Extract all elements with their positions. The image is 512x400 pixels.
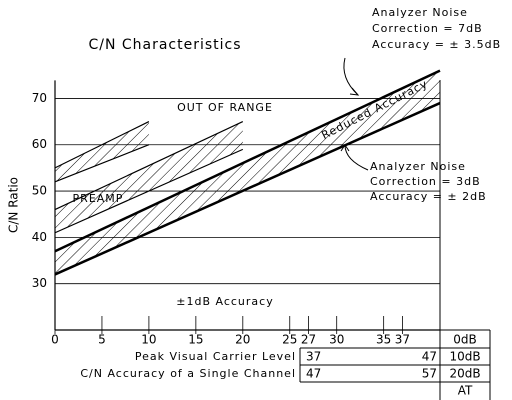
x-tick-label: 37 [395, 333, 410, 347]
arrow-head [349, 87, 360, 96]
x-tick-label: 10 [141, 333, 156, 347]
hatched-band [55, 121, 243, 233]
x-tick-label: 0 [51, 333, 59, 347]
y-tick-label: 70 [32, 91, 47, 105]
table: 0dB Peak Visual Carrier Level 37 47 10dB… [80, 80, 491, 400]
arrow-head [340, 144, 350, 152]
note: Analyzer Noise [370, 160, 466, 173]
note: Accuracy = ± 2dB [370, 190, 487, 203]
table-cell: 37 [306, 350, 321, 364]
arrow [343, 57, 359, 96]
annotation: OUT OF RANGE [177, 101, 273, 114]
y-axis-label: C/N Ratio [7, 177, 21, 233]
table-cell: 10dB [449, 350, 480, 364]
y-tick-label: 50 [32, 184, 47, 198]
y-tick-label: 60 [32, 137, 47, 151]
table-cell: 0dB [453, 333, 476, 347]
x-tick-label: 30 [329, 333, 344, 347]
table-cell: 57 [422, 367, 437, 381]
annotation: ±1dB Accuracy [176, 295, 273, 308]
y-tick-label: 40 [32, 230, 47, 244]
hatched-band [55, 121, 149, 182]
x-tick-label: 20 [235, 333, 250, 347]
table-cell: 47 [422, 350, 437, 364]
y-tick-label: 30 [32, 276, 47, 290]
table-cell: 47 [306, 367, 321, 381]
x-tick-label: 35 [376, 333, 391, 347]
row-label: Peak Visual Carrier Level [135, 350, 296, 363]
x-tick-label: 27 [301, 333, 316, 347]
x-tick-label: 15 [188, 333, 203, 347]
chart-title: C/N Characteristics [88, 37, 241, 53]
table-cell: AT [458, 384, 473, 398]
note: Correction = 3dB [370, 175, 481, 188]
x-tick-label: 5 [98, 333, 106, 347]
arrow [344, 144, 369, 171]
hatched-band [55, 70, 440, 275]
annotation: PREAMP [73, 192, 124, 205]
x-tick-label: 25 [282, 333, 297, 347]
table-cell: 20dB [449, 367, 480, 381]
note: Analyzer Noise [372, 6, 468, 19]
note: Accuracy = ± 3.5dB [372, 38, 501, 51]
row-label: C/N Accuracy of a Single Channel [80, 367, 296, 380]
note: Correction = 7dB [372, 22, 483, 35]
